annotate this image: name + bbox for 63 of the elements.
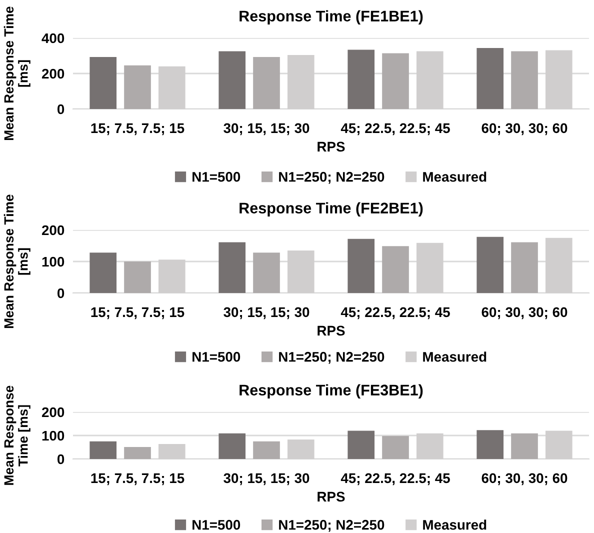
- x-tick-label: 15; 7.5, 7.5; 15: [91, 123, 184, 136]
- x-tick-label: 30; 15, 15; 30: [224, 307, 310, 320]
- chart-title: Response Time (FE1BE1): [240, 10, 423, 25]
- x-tick-label: 15; 7.5, 7.5; 15: [91, 473, 184, 486]
- y-tick-label: 200: [42, 68, 64, 79]
- legend-label: N1=500: [192, 520, 240, 530]
- y-tick-label: 100: [42, 430, 64, 441]
- bar: [476, 48, 504, 109]
- x-tick-label: 60; 30, 30; 60: [482, 123, 568, 136]
- bar: [382, 436, 409, 459]
- bar: [476, 430, 504, 459]
- y-tick-label: 100: [42, 256, 64, 267]
- bar: [124, 65, 151, 109]
- y-tick-label: 0: [57, 288, 64, 298]
- x-axis-title: RPS: [318, 142, 345, 152]
- x-axis-title: RPS: [318, 492, 345, 502]
- y-axis-title: Mean Response Time [ms]: [4, 194, 30, 328]
- bar: [476, 236, 504, 293]
- legend-label: Measured: [423, 172, 486, 182]
- legend-label: Measured: [423, 352, 486, 362]
- bar: [348, 238, 375, 293]
- y-tick-label: 200: [42, 225, 64, 236]
- bar: [90, 441, 117, 459]
- legend-label: N1=500: [192, 352, 240, 362]
- y-axis-title: Mean Response Time [ms]: [4, 386, 30, 485]
- chart-title: Response Time (FE2BE1): [240, 202, 423, 217]
- x-tick-label: 30; 15, 15; 30: [224, 123, 310, 136]
- legend-label: Measured: [423, 520, 486, 530]
- bar: [382, 53, 409, 109]
- bar: [90, 56, 117, 109]
- y-tick-label: 400: [42, 33, 64, 44]
- x-axis-title: RPS: [318, 326, 345, 336]
- x-tick-label: 45; 22.5, 22.5; 45: [340, 123, 450, 136]
- legend-label: N1=250; N2=250: [279, 172, 384, 184]
- bar: [511, 433, 538, 459]
- bar: [218, 242, 246, 293]
- legend-label: N1=250; N2=250: [279, 352, 384, 364]
- legend-label: N1=250; N2=250: [279, 520, 384, 532]
- bar: [218, 433, 246, 459]
- legend-label: N1=500: [192, 172, 240, 182]
- bar: [511, 242, 538, 293]
- y-tick-label: 200: [42, 407, 64, 418]
- y-tick-label: 0: [57, 104, 64, 114]
- chart-title: Response Time (FE3BE1): [240, 384, 423, 399]
- x-tick-label: 15; 7.5, 7.5; 15: [91, 307, 184, 320]
- bar: [90, 252, 117, 293]
- bar: [348, 50, 375, 109]
- x-tick-label: 30; 15, 15; 30: [224, 473, 310, 486]
- y-tick-label: 0: [57, 454, 64, 464]
- bar: [253, 56, 280, 109]
- x-tick-label: 60; 30, 30; 60: [482, 473, 568, 486]
- bar: [382, 246, 409, 293]
- y-axis-title: Mean Response Time [ms]: [4, 6, 30, 140]
- x-tick-label: 45; 22.5, 22.5; 45: [340, 473, 450, 486]
- x-tick-label: 60; 30, 30; 60: [482, 307, 568, 320]
- bar: [253, 252, 280, 293]
- x-tick-label: 45; 22.5, 22.5; 45: [340, 307, 450, 320]
- bar: [253, 441, 280, 459]
- bar: [124, 447, 151, 459]
- bar: [511, 51, 538, 109]
- bar: [124, 262, 151, 293]
- bar: [348, 430, 375, 459]
- bar: [218, 51, 246, 109]
